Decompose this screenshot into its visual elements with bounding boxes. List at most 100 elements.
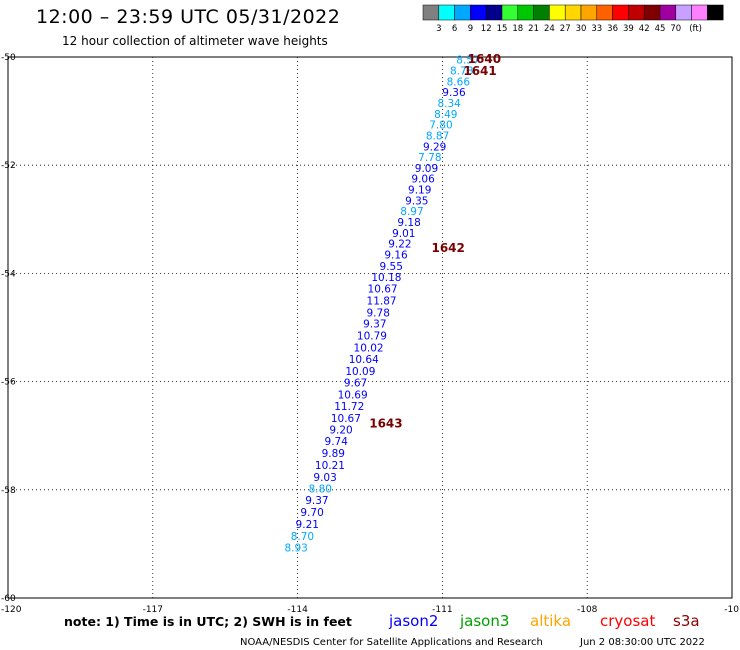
legend-swatch: [691, 4, 708, 21]
wave-height-value: 9.18: [397, 217, 420, 229]
legend-swatch: [659, 4, 677, 21]
wave-height-value: 9.36: [442, 87, 466, 99]
y-tick-label: -58: [1, 486, 16, 496]
wave-height-value: 8.70: [291, 531, 314, 543]
wave-height-value: 8.57: [456, 55, 479, 67]
legend-label: 21: [528, 24, 539, 34]
legend-swatch: [517, 4, 534, 21]
wave-height-value: 9.89: [322, 448, 345, 460]
wave-height-value: 9.29: [423, 141, 446, 153]
grid: [7, 56, 733, 599]
wave-height-value: 8.87: [426, 130, 449, 142]
wave-height-value: 9.06: [411, 174, 435, 186]
legend-swatch: [438, 4, 455, 21]
legend-label: 36: [607, 24, 618, 34]
satellite-name-cryosat: cryosat: [600, 612, 655, 630]
pass-number-label: 1643: [369, 416, 402, 430]
legend-label: 27: [560, 24, 571, 34]
credit-text: NOAA/NESDIS Center for Satellite Applica…: [240, 637, 543, 648]
wave-height-value: 8.49: [434, 109, 457, 121]
wave-height-value: 8.93: [284, 543, 307, 555]
legend-swatch: [612, 4, 629, 21]
wave-height-value: 9.70: [300, 507, 323, 519]
legend-swatch: [564, 4, 582, 21]
chart-title: 12:00 – 23:59 UTC 05/31/2022: [36, 6, 341, 28]
satellite-name-s3a: s3a: [673, 612, 700, 630]
wave-height-value: 9.19: [408, 185, 431, 197]
legend-swatch: [580, 4, 598, 21]
wave-height-value: 9.78: [367, 307, 390, 319]
legend-swatch: [533, 4, 550, 21]
satellite-name-jason2: jason2: [388, 612, 438, 630]
legend-label: 33: [591, 24, 602, 34]
wave-height-value: 10.21: [315, 460, 345, 472]
legend-swatch: [470, 4, 487, 21]
axis-ticks: -50 -52 -54 -56 -58 -60-120 -117 -114 -111 -108 -1…: [1, 53, 739, 615]
y-tick-label: -54: [1, 269, 16, 279]
wave-height-value: 9.09: [415, 163, 438, 175]
y-tick-label: -50: [1, 53, 16, 63]
legend-swatch: [628, 4, 645, 21]
plot-frame: [7, 56, 733, 599]
wave-height-value: 8.78: [450, 66, 473, 78]
y-tick-label: -60: [1, 594, 16, 604]
wave-height-value: 10.67: [331, 413, 361, 425]
legend-swatch: [454, 4, 471, 21]
wave-height-value: 7.80: [429, 120, 452, 132]
pass-number-label: 1641: [463, 64, 496, 78]
x-tick-label: -120: [1, 605, 22, 615]
legend-label: 9: [468, 24, 473, 34]
footnote: note: 1) Time is in UTC; 2) SWH is in fe…: [64, 614, 352, 629]
y-tick-label: -52: [1, 161, 16, 171]
legend-label: 39: [623, 24, 634, 34]
wave-height-value: 9.67: [344, 378, 367, 390]
legend-swatch: [485, 4, 503, 21]
legend-label: 45: [655, 24, 666, 34]
wave-height-value: 11.72: [334, 401, 364, 413]
legend-label: 30: [576, 24, 587, 34]
wave-height-value: 8.97: [400, 206, 423, 218]
legend-label: 12: [481, 24, 492, 34]
wave-height-value: 9.20: [329, 425, 352, 437]
legend-swatch: [675, 4, 692, 21]
legend-swatch: [643, 4, 661, 21]
x-tick-label: -108: [577, 605, 598, 615]
legend-label: 70: [670, 24, 681, 34]
wave-height-value: 9.03: [313, 472, 336, 484]
satellite-name-altika: altika: [530, 612, 571, 630]
wave-height-value: 11.87: [367, 295, 397, 307]
x-tick-label: -10: [724, 605, 739, 615]
color-scale-legend: 3 6 9 12 15 18 21 24 27 30 33 36 39 42 45 70 (ft): [422, 4, 724, 34]
wave-height-value: 8.66: [447, 76, 471, 88]
x-tick-label: -111: [432, 605, 452, 615]
timestamp: Jun 2 08:30:00 UTC 2022: [579, 637, 705, 648]
legend-label: (ft): [689, 24, 702, 34]
legend-swatch: [501, 4, 519, 21]
legend-swatch: [707, 4, 724, 21]
wave-height-value: 10.67: [368, 284, 398, 296]
wave-height-value: 9.37: [305, 495, 328, 507]
legend-label: 24: [544, 24, 555, 34]
y-tick-label: -56: [1, 378, 16, 388]
x-tick-label: -117: [143, 605, 163, 615]
legend-swatch: [596, 4, 613, 21]
legend-label: 15: [497, 24, 508, 34]
wave-height-value: 9.55: [380, 261, 403, 273]
legend-label: 42: [639, 24, 650, 34]
satellite-name-jason3: jason3: [459, 612, 509, 630]
pass-number-label: 1640: [468, 52, 501, 66]
legend-swatch: [422, 4, 440, 21]
wave-height-value: 9.37: [363, 319, 386, 331]
legend-label: 18: [512, 24, 523, 34]
wave-height-value: 8.80: [309, 484, 332, 496]
wave-height-value: 9.22: [388, 239, 411, 251]
wave-height-value: 10.69: [338, 390, 368, 402]
wave-height-value: 7.78: [418, 152, 441, 164]
x-tick-label: -114: [287, 605, 308, 615]
wave-height-value: 10.64: [349, 354, 379, 366]
wave-height-value: 10.09: [345, 366, 375, 378]
wave-height-value: 10.02: [354, 343, 384, 355]
wave-height-value: 10.79: [357, 331, 387, 343]
